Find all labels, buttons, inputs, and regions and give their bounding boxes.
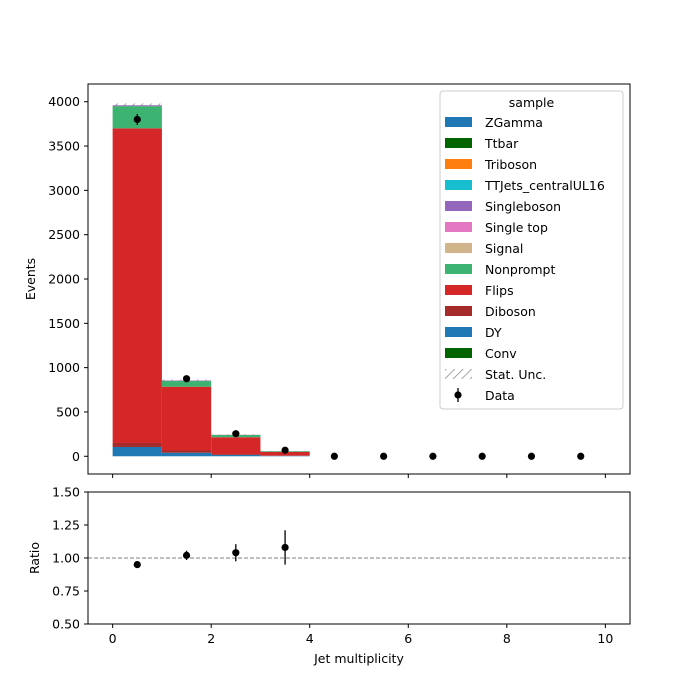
legend-label-data: Data [485, 388, 515, 403]
legend-label-triboson: Triboson [484, 157, 537, 172]
data-point-bin-2 [232, 430, 240, 438]
y-tick-label-3500: 3500 [48, 139, 80, 154]
legend-swatch-signal [445, 243, 472, 253]
legend-label-signal: Signal [485, 241, 523, 256]
stat-unc-band-bin-0 [112, 103, 162, 108]
x-tick-label-0: 0 [109, 631, 117, 646]
y-tick-label-1000: 1000 [48, 360, 80, 375]
ratio-point-1 [182, 551, 191, 559]
legend-swatch-singleboson [445, 201, 472, 211]
x-tick-label-10: 10 [597, 631, 613, 646]
y-tick-label-3000: 3000 [48, 183, 80, 198]
legend-label-diboson: Diboson [485, 304, 536, 319]
legend-label-stat-unc: Stat. Unc. [485, 367, 546, 382]
legend-box [439, 90, 624, 410]
legend-label-nonprompt: Nonprompt [485, 262, 555, 277]
ratio-plot: 0.50 0.75 1.00 1.25 1.50 0 2 4 6 8 10 Jet multiplic… [27, 485, 631, 666]
legend-label-single-top: Single top [485, 220, 548, 235]
bar-flips-bin-0 [112, 128, 162, 443]
legend-label-ttbar: Ttbar [484, 136, 519, 151]
y-tick-label-500: 500 [56, 404, 80, 419]
legend-swatch-single-top [445, 222, 472, 232]
ratio-y-tick-label-1: 0.75 [52, 584, 80, 599]
bar-flips-bin-2 [211, 437, 261, 455]
ratio-point-0 [133, 561, 141, 569]
ratio-y-tick-label-3: 1.25 [52, 518, 80, 533]
legend-swatch-flips [445, 285, 472, 295]
legend-label-ttjets-centralul16: TTJets_centralUL16 [484, 178, 605, 193]
y-tick-label-1500: 1500 [48, 316, 80, 331]
legend-swatch-ttjets-centralul16 [445, 180, 472, 190]
bar-diboson-bin-1 [161, 450, 212, 453]
ratio-point-3 [281, 543, 289, 552]
legend-label-conv: Conv [485, 346, 517, 361]
legend-swatch-dy [445, 327, 472, 337]
legend-swatch-diboson [445, 306, 472, 316]
legend-swatch-triboson [445, 159, 472, 169]
data-point-bin-7 [478, 452, 486, 460]
legend-label-flips: Flips [485, 283, 514, 298]
bar-nonprompt-bin-1 [161, 380, 212, 387]
x-tick-label-4: 4 [306, 631, 314, 646]
data-point-bin-9 [577, 452, 585, 460]
bar-dy-bin-0 [112, 446, 162, 457]
legend-label-singleboson: Singleboson [485, 199, 561, 214]
legend-label-zgamma: ZGamma [485, 115, 543, 130]
x-tick-label-6: 6 [404, 631, 412, 646]
data-point-bin-3 [281, 446, 289, 454]
x-tick-label-2: 2 [207, 631, 215, 646]
legend-label-dy: DY [485, 325, 502, 340]
ratio-y-tick-label-4: 1.50 [52, 485, 80, 500]
y-tick-label-2000: 2000 [48, 272, 80, 287]
bar-dy-bin-1 [161, 452, 212, 457]
bar-diboson-bin-0 [112, 442, 162, 447]
bar-diboson-bin-2 [211, 454, 261, 455]
legend-swatch-stat-unc [445, 369, 472, 379]
x-tick-label-8: 8 [503, 631, 511, 646]
y-tick-label-2500: 2500 [48, 227, 80, 242]
legend-title: sample [509, 95, 555, 110]
legend-swatch-ttbar [445, 138, 472, 148]
legend-swatch-zgamma [445, 117, 472, 127]
data-point-bin-1 [182, 375, 191, 383]
data-point-bin-4 [330, 452, 338, 460]
x-axis-label: Jet multiplicity [313, 651, 404, 666]
y-tick-label-0: 0 [72, 449, 80, 464]
legend-data-marker [454, 391, 462, 399]
legend-swatch-nonprompt [445, 264, 472, 274]
bar-flips-bin-1 [161, 386, 212, 451]
data-point-bin-0 [133, 115, 141, 124]
legend: sample ZGamma Ttbar Triboson TTJets_centralU… [439, 90, 624, 410]
main-plot: 0 500 1000 1500 2000 2500 3000 3500 4000 Events [23, 83, 631, 478]
bar-dy-bin-2 [211, 454, 261, 457]
y-tick-label-4000: 4000 [48, 94, 80, 109]
legend-swatch-conv [445, 348, 472, 358]
ratio-point-2 [232, 549, 240, 557]
ratio-y-tick-label-0: 0.50 [52, 617, 80, 632]
data-point-bin-6 [429, 452, 437, 460]
data-point-bin-8 [527, 452, 536, 460]
ratio-y-axis-label: Ratio [27, 542, 42, 574]
data-point-bin-5 [380, 452, 388, 460]
ratio-y-tick-label-2: 1.00 [52, 551, 80, 566]
main-y-axis-label: Events [23, 258, 38, 300]
